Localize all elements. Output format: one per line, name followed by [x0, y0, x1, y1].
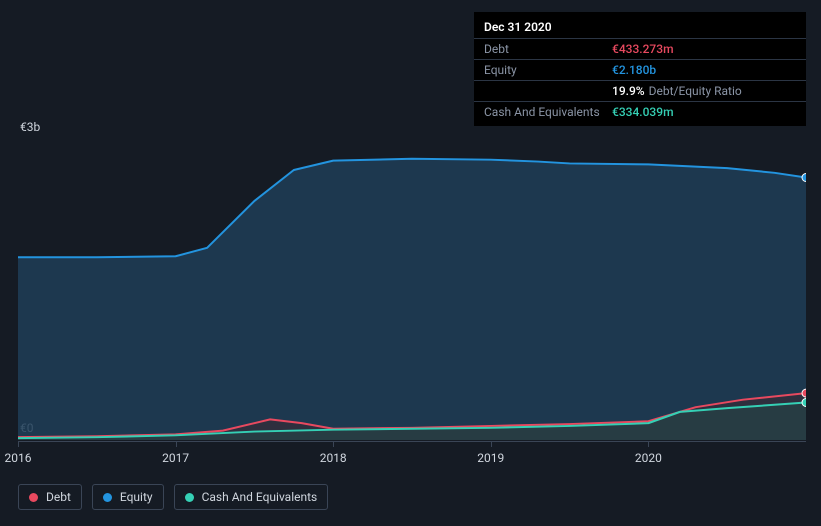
tooltip-row: Debt€433.273m: [474, 38, 806, 59]
cash-marker: [802, 399, 806, 407]
x-tick-label: 2019: [477, 451, 504, 465]
legend-label: Debt: [46, 490, 71, 504]
x-tick: [176, 441, 177, 447]
legend-label: Equity: [120, 490, 153, 504]
tooltip-key: Cash And Equivalents: [484, 105, 612, 119]
x-tick: [648, 441, 649, 447]
tooltip-row: Cash And Equivalents€334.039m: [474, 101, 806, 122]
tooltip-row: Equity€2.180b: [474, 59, 806, 80]
x-axis: 20162017201820192020: [18, 441, 806, 461]
legend-item-debt[interactable]: Debt: [18, 484, 82, 510]
cash-legend-dot: [185, 493, 194, 502]
tooltip-key: Equity: [484, 63, 612, 77]
chart-legend: Debt Equity Cash And Equivalents: [18, 484, 328, 510]
tooltip-value: 19.9%Debt/Equity Ratio: [612, 84, 742, 98]
tooltip-unit: Debt/Equity Ratio: [649, 84, 742, 98]
legend-label: Cash And Equivalents: [202, 490, 318, 504]
chart-container: €3b €0 20162017201820192020 Dec 31 2020 …: [0, 0, 821, 526]
x-tick-label: 2020: [635, 451, 662, 465]
x-tick-label: 2017: [162, 451, 189, 465]
x-tick-label: 2018: [320, 451, 347, 465]
x-tick: [18, 441, 19, 447]
tooltip-value: €433.273m: [612, 42, 674, 56]
equity-legend-dot: [103, 493, 112, 502]
chart-plot[interactable]: [18, 140, 806, 440]
equity-area: [18, 159, 806, 440]
y-tick-label-top: €3b: [20, 120, 40, 134]
chart-tooltip: Dec 31 2020 Debt€433.273mEquity€2.180b19…: [474, 12, 806, 126]
x-tick: [491, 441, 492, 447]
tooltip-key: Debt: [484, 42, 612, 56]
x-tick: [333, 441, 334, 447]
debt-marker: [802, 389, 806, 397]
tooltip-value: €334.039m: [612, 105, 674, 119]
equity-marker: [802, 174, 806, 182]
tooltip-date: Dec 31 2020: [474, 18, 806, 38]
legend-item-cash[interactable]: Cash And Equivalents: [174, 484, 329, 510]
legend-item-equity[interactable]: Equity: [92, 484, 164, 510]
x-tick-label: 2016: [5, 451, 32, 465]
debt-legend-dot: [29, 493, 38, 502]
tooltip-value: €2.180b: [612, 63, 656, 77]
tooltip-key: [484, 84, 612, 98]
tooltip-row: 19.9%Debt/Equity Ratio: [474, 80, 806, 101]
